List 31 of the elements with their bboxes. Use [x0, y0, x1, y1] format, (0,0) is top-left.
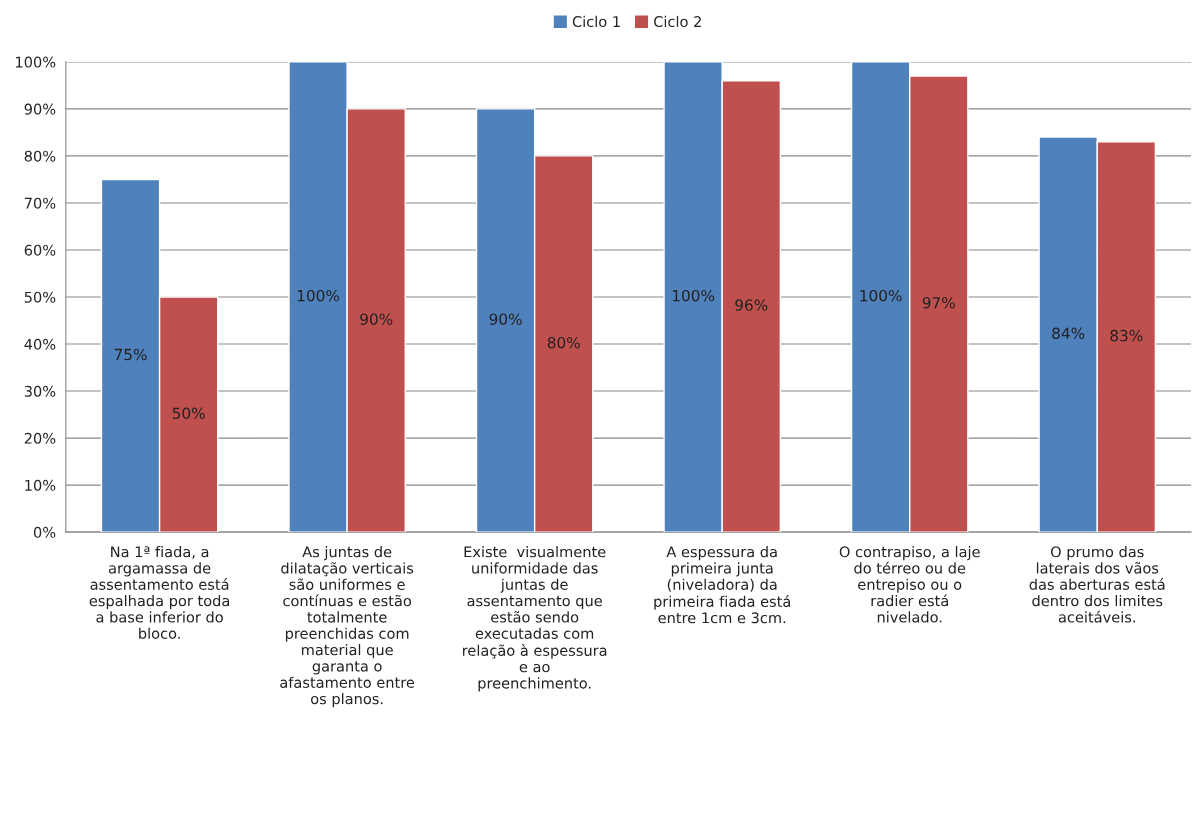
data-label: 84%	[1052, 327, 1085, 340]
data-label: 83%	[1110, 329, 1143, 342]
data-label: 100%	[297, 289, 340, 302]
legend-label: Ciclo 1	[572, 15, 620, 28]
category-label: Existe visualmente uniformidade das juntas de assentamento que estão sendo executadas com relação à espessura e ao preenchimento.	[463, 546, 607, 692]
data-label: 75%	[114, 348, 147, 361]
legend-label: Ciclo 2	[654, 15, 701, 28]
x-tick-label: Na 1ª fiada, a argamassa de assentamento está espalhada por toda a base inferior do bloco.	[89, 546, 230, 639]
y-tick-label: 0%	[33, 526, 56, 538]
y-tick-label: 10%	[25, 479, 56, 491]
y-tick-label: 70%	[24, 197, 56, 209]
category-label: As juntas de dilatação verticais são uniformes e contínuas e estão totalmente preenchidas com material que garanta o afastamento entre os planos.	[280, 546, 415, 708]
y-tick-label: 100%	[16, 56, 56, 68]
y-tick-label: 60%	[24, 244, 56, 256]
data-label: 80%	[547, 336, 580, 349]
data-label: 96%	[735, 299, 768, 311]
y-tick-label: 80%	[24, 150, 56, 162]
x-tick-label: O prumo das laterais dos vãos das aberturas está dentro dos limites aceitáveis.	[1029, 546, 1165, 623]
y-tick-label: 30%	[24, 385, 56, 397]
data-label: 90%	[360, 313, 393, 325]
y-tick-label: 40%	[24, 338, 56, 350]
y-tick-label: 20%	[24, 432, 56, 444]
y-tick-label: 50%	[24, 291, 56, 303]
data-label: 90%	[489, 313, 522, 325]
data-label: 100%	[860, 289, 902, 302]
data-label: 100%	[672, 289, 715, 302]
data-label: 50%	[172, 407, 205, 419]
y-tick-label: 90%	[24, 103, 56, 115]
x-tick-label: O contrapiso, a laje do térreo ou de entrepiso ou o radier está nivelado.	[839, 546, 980, 623]
data-label: 97%	[922, 296, 955, 309]
x-tick-label: A espessura da primeira junta (niveladora) da primeira fiada está entre 1cm e 3cm.	[654, 546, 791, 624]
